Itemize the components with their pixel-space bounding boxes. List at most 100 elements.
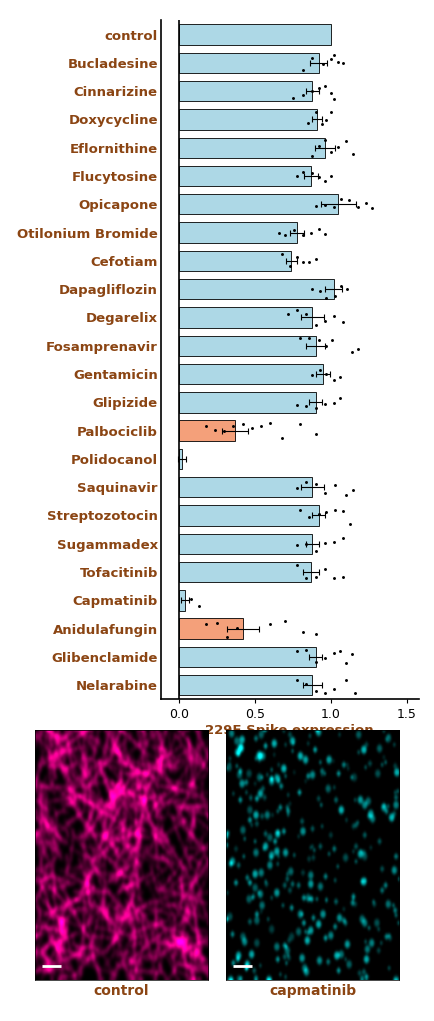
Point bbox=[327, 51, 334, 67]
Point bbox=[342, 133, 349, 149]
Point bbox=[330, 570, 337, 586]
Point bbox=[291, 222, 298, 238]
Point bbox=[316, 361, 323, 378]
Bar bbox=[179, 477, 312, 497]
Point bbox=[321, 562, 328, 578]
Bar bbox=[179, 534, 312, 554]
Point bbox=[312, 317, 319, 333]
Point bbox=[294, 556, 301, 573]
Point bbox=[321, 535, 328, 551]
Point bbox=[300, 254, 307, 271]
Bar bbox=[179, 165, 311, 186]
Point bbox=[335, 54, 342, 70]
Point bbox=[248, 420, 255, 436]
Point bbox=[315, 168, 322, 185]
Point bbox=[312, 250, 319, 266]
Point bbox=[319, 56, 326, 72]
Point bbox=[350, 482, 357, 498]
Point bbox=[349, 344, 355, 360]
Bar bbox=[179, 505, 319, 526]
Point bbox=[309, 367, 316, 383]
Point bbox=[321, 196, 328, 212]
Point bbox=[352, 685, 358, 701]
Point bbox=[355, 199, 362, 215]
Point bbox=[322, 503, 330, 520]
Point bbox=[303, 397, 310, 414]
Point bbox=[294, 642, 301, 659]
Point bbox=[316, 283, 323, 299]
Point bbox=[297, 502, 304, 519]
Point bbox=[303, 536, 310, 552]
Point bbox=[349, 646, 355, 663]
Point bbox=[307, 225, 314, 241]
X-axis label: capmatinib: capmatinib bbox=[269, 984, 356, 999]
Point bbox=[312, 400, 319, 417]
Point bbox=[330, 47, 337, 63]
Point bbox=[350, 146, 357, 162]
Point bbox=[309, 83, 316, 99]
Point bbox=[312, 653, 319, 670]
Point bbox=[312, 543, 319, 560]
Point bbox=[336, 389, 343, 405]
Point bbox=[306, 508, 313, 525]
Point bbox=[297, 417, 304, 433]
Point bbox=[315, 332, 322, 348]
Point bbox=[330, 645, 337, 662]
Point bbox=[336, 369, 343, 385]
Point bbox=[355, 341, 362, 357]
Point bbox=[330, 90, 337, 106]
Point bbox=[318, 116, 325, 133]
Point bbox=[285, 306, 292, 323]
Point bbox=[300, 87, 307, 103]
Point bbox=[327, 144, 334, 160]
Point bbox=[294, 537, 301, 553]
Point bbox=[294, 301, 301, 318]
Point bbox=[276, 226, 283, 242]
X-axis label: 229E Spike expression: 229E Spike expression bbox=[205, 724, 374, 737]
Bar bbox=[179, 194, 339, 214]
Point bbox=[294, 397, 301, 414]
Point bbox=[300, 624, 307, 640]
Point bbox=[338, 190, 345, 206]
Point bbox=[342, 486, 349, 502]
Point bbox=[303, 676, 310, 692]
Point bbox=[339, 55, 346, 71]
Point bbox=[339, 530, 346, 546]
Point bbox=[239, 416, 246, 432]
Point bbox=[332, 288, 339, 304]
Point bbox=[362, 195, 369, 211]
Point bbox=[312, 104, 319, 120]
Point bbox=[329, 332, 336, 348]
Point bbox=[266, 415, 273, 431]
Point bbox=[339, 569, 346, 585]
Point bbox=[312, 683, 319, 699]
Point bbox=[339, 313, 346, 330]
Point bbox=[286, 258, 293, 275]
Point bbox=[327, 85, 334, 101]
Point bbox=[342, 672, 349, 688]
Bar bbox=[179, 562, 311, 582]
Point bbox=[312, 626, 319, 642]
Point bbox=[345, 192, 352, 208]
Point bbox=[233, 620, 240, 636]
Point bbox=[312, 198, 319, 214]
Point bbox=[203, 418, 210, 434]
Bar bbox=[179, 53, 319, 74]
Point bbox=[327, 168, 334, 185]
Point bbox=[224, 628, 231, 644]
Point bbox=[297, 330, 304, 346]
Point bbox=[309, 50, 316, 66]
Point bbox=[309, 281, 316, 297]
Point bbox=[305, 115, 312, 132]
Point bbox=[221, 423, 228, 439]
Point bbox=[339, 503, 346, 520]
Point bbox=[279, 430, 286, 446]
Point bbox=[289, 90, 296, 106]
Point bbox=[303, 474, 310, 490]
Point bbox=[315, 221, 322, 237]
Point bbox=[332, 477, 339, 493]
Point bbox=[309, 148, 316, 164]
Bar bbox=[179, 363, 323, 384]
Point bbox=[368, 200, 375, 216]
Point bbox=[300, 163, 307, 180]
